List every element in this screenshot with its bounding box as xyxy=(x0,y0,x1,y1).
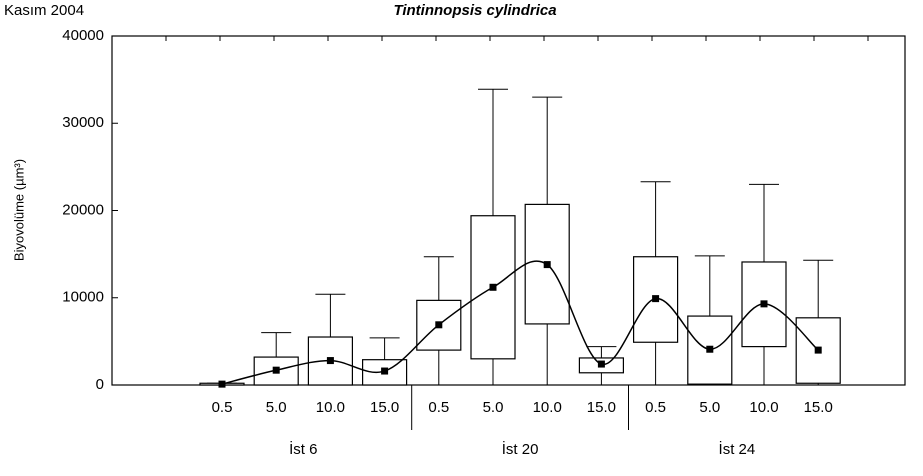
x-tick-label: 10.0 xyxy=(316,399,345,416)
mean-point xyxy=(597,360,605,368)
mean-point xyxy=(326,357,334,365)
y-tick-label: 40000 xyxy=(62,27,104,44)
x-tick-label: 0.5 xyxy=(645,399,666,416)
mean-point xyxy=(435,321,443,329)
chart-title: Tintinnopsis cylindrica xyxy=(393,2,556,19)
y-tick-label: 20000 xyxy=(62,201,104,218)
mean-point xyxy=(814,346,822,354)
x-tick-label: 10.0 xyxy=(749,399,778,416)
mean-point xyxy=(381,367,389,375)
y-tick-label: 10000 xyxy=(62,289,104,306)
x-tick-label: 15.0 xyxy=(587,399,616,416)
x-tick-label: 15.0 xyxy=(370,399,399,416)
x-tick-label: 0.5 xyxy=(212,399,233,416)
group-label: İst 24 xyxy=(719,440,756,458)
mean-point xyxy=(272,366,280,374)
x-tick-label: 0.5 xyxy=(428,399,449,416)
group-label: İst 20 xyxy=(502,440,539,458)
x-tick-label: 10.0 xyxy=(533,399,562,416)
chart-subtitle: Kasım 2004 xyxy=(4,2,84,19)
mean-point xyxy=(218,380,226,388)
y-tick-label: 30000 xyxy=(62,114,104,131)
y-axis-label: Biyovolüme (µm³) xyxy=(11,159,26,261)
mean-point xyxy=(652,295,660,303)
y-tick-label: 0 xyxy=(96,376,104,393)
mean-point xyxy=(706,345,714,353)
x-tick-label: 5.0 xyxy=(699,399,720,416)
mean-point xyxy=(760,300,768,308)
x-tick-label: 5.0 xyxy=(266,399,287,416)
group-label: İst 6 xyxy=(289,440,317,458)
x-tick-label: 5.0 xyxy=(483,399,504,416)
x-tick-label: 15.0 xyxy=(804,399,833,416)
mean-point xyxy=(489,283,497,291)
mean-point xyxy=(543,261,551,269)
